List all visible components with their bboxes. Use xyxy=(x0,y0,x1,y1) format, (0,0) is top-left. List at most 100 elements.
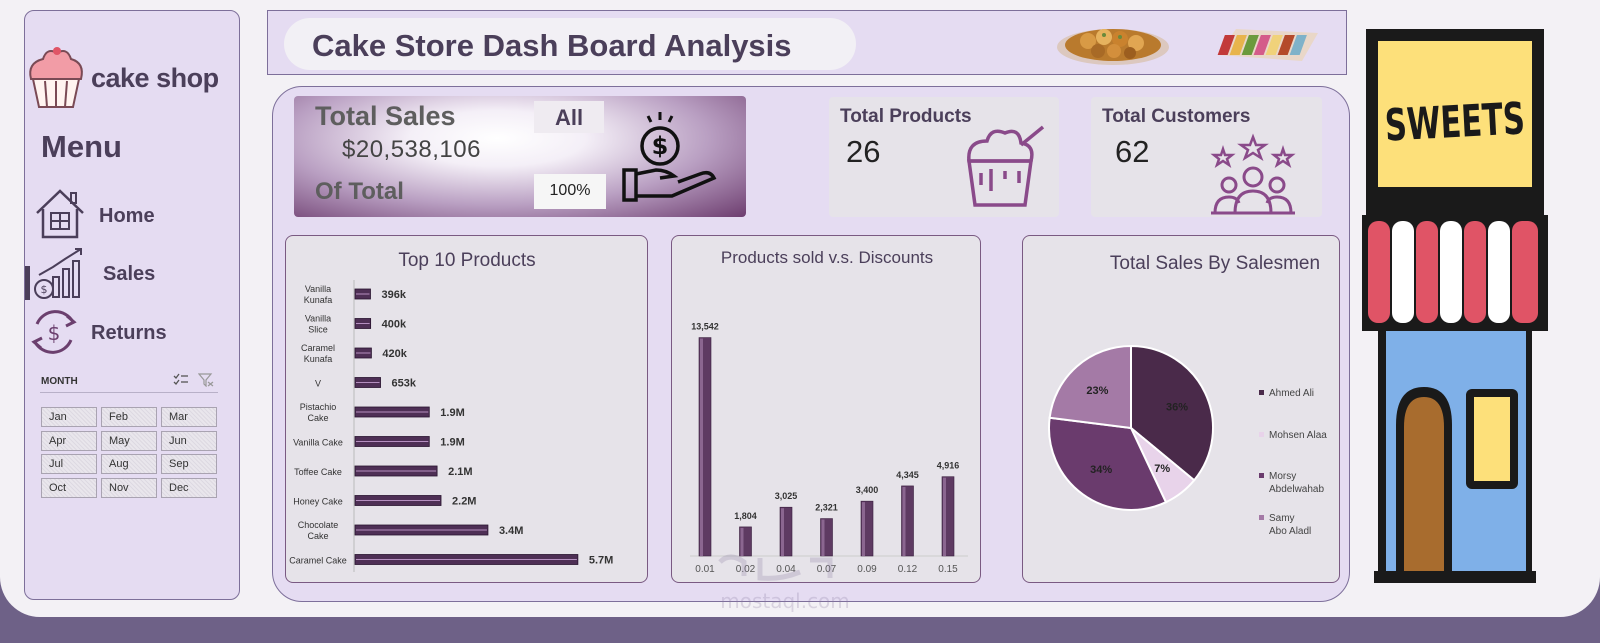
data-label: 1.9M xyxy=(440,407,464,419)
category-label: Vanilla Kunafa xyxy=(304,284,333,305)
month-button-nov[interactable]: Nov xyxy=(101,477,157,498)
salesmen-svg: Total Sales By Salesmen 36% 7% 34% 23% Ahmed … xyxy=(1048,253,1327,537)
money-hand-icon: $ xyxy=(622,112,717,202)
data-label: 4,345 xyxy=(896,470,919,480)
customers-stars-icon xyxy=(1210,133,1296,215)
month-button-may[interactable]: May xyxy=(101,430,157,451)
slice-label: 7% xyxy=(1154,463,1170,475)
month-button-dec[interactable]: Dec xyxy=(161,477,217,498)
total-customers-value: 62 xyxy=(1115,134,1150,169)
svg-text:$: $ xyxy=(652,132,669,160)
pie-slice xyxy=(1130,344,1214,482)
data-label: 3,400 xyxy=(856,485,879,495)
month-slicer: MONTH Jan Feb Mar Apr May Jun Jul Aug Sep Oct Nov D… xyxy=(40,371,218,498)
month-button-jan[interactable]: Jan xyxy=(41,407,97,427)
tick-label: 0.15 xyxy=(938,564,958,575)
slice-label: 34% xyxy=(1090,464,1112,476)
nav-label-sales: Sales xyxy=(103,263,156,285)
category-label: Pistachio Cake xyxy=(300,402,337,423)
nav-item-sales[interactable]: $ Sales xyxy=(25,245,241,301)
of-total-value: 100% xyxy=(534,174,606,209)
data-label: 420k xyxy=(382,348,407,360)
month-button-jul[interactable]: Jul xyxy=(41,454,97,474)
month-button-jun[interactable]: Jun xyxy=(161,430,217,451)
data-label: 2.2M xyxy=(452,496,476,508)
legend-swatch xyxy=(1259,390,1264,395)
brand: cake shop xyxy=(25,45,241,115)
top-products-svg: Top 10 Products Vanilla Kunafa 396k Vanilla S… xyxy=(289,250,613,572)
sign-text: SWEETS xyxy=(1384,93,1526,151)
total-sales-label: Total Sales xyxy=(315,101,456,131)
brand-title: cake shop xyxy=(91,63,219,93)
chart-title: Products sold v.s. Discounts xyxy=(721,248,933,267)
bar-shade xyxy=(821,519,825,556)
clear-filter-icon[interactable] xyxy=(198,373,214,387)
page-title: Cake Store Dash Board Analysis xyxy=(312,28,792,63)
month-button-apr[interactable]: Apr xyxy=(41,430,97,451)
header: Cake Store Dash Board Analysis xyxy=(267,10,1347,75)
legend-label: Morsy Abdelwahab xyxy=(1269,471,1324,495)
month-button-oct[interactable]: Oct xyxy=(41,477,97,498)
data-label: 400k xyxy=(382,319,407,331)
awning xyxy=(1362,215,1548,331)
salesmen-chart: Total Sales By Salesmen 36% 7% 34% 23% Ahmed … xyxy=(1022,235,1340,583)
discounts-chart: Products sold v.s. Discounts 13,542 0.01 1,… xyxy=(671,235,981,583)
slice-label: 23% xyxy=(1086,385,1108,397)
title-pill: Cake Store Dash Board Analysis xyxy=(284,18,856,70)
data-label: 3.4M xyxy=(499,525,523,537)
category-label: Caramel Cake xyxy=(289,556,347,566)
legend-swatch xyxy=(1259,432,1264,437)
legend-swatch xyxy=(1259,473,1264,478)
sweets-tray-image xyxy=(1217,29,1318,61)
nav-item-returns[interactable]: $ Returns xyxy=(25,304,241,360)
data-label: 396k xyxy=(381,289,406,301)
category-label: V xyxy=(315,379,321,389)
cupcake-icon xyxy=(29,47,83,108)
legend-label: Ahmed Ali xyxy=(1269,388,1314,399)
pie-slice xyxy=(1048,344,1132,430)
sales-filter-box[interactable]: All xyxy=(534,101,604,133)
data-label: 3,025 xyxy=(775,491,798,501)
month-button-sep[interactable]: Sep xyxy=(161,454,217,474)
bar-shade xyxy=(740,527,744,556)
total-customers-card: Total Customers 62 xyxy=(1091,97,1322,217)
top-products-chart: Top 10 Products Vanilla Kunafa 396k Vanilla S… xyxy=(285,235,648,583)
menu-title: Menu xyxy=(41,129,122,164)
tick-label: 0.04 xyxy=(776,564,796,575)
data-label: 5.7M xyxy=(589,555,613,567)
chart-title: Top 10 Products xyxy=(398,250,535,271)
svg-text:$: $ xyxy=(41,283,48,296)
legend-swatch xyxy=(1259,515,1264,520)
data-label: 2.1M xyxy=(448,466,472,478)
watermark-logo: mostaql.com xyxy=(718,554,850,612)
chart-title: Total Sales By Salesmen xyxy=(1110,253,1320,274)
data-label: 1.9M xyxy=(440,437,464,449)
total-sales-card: Total Sales $20,538,106 Of Total All 100… xyxy=(294,96,746,217)
slice-label: 36% xyxy=(1166,401,1188,413)
pie-slice xyxy=(1048,416,1168,511)
tick-label: 0.12 xyxy=(898,564,918,575)
bar-shade xyxy=(781,508,784,556)
data-label: 653k xyxy=(392,378,417,390)
data-label: 1,804 xyxy=(734,511,757,521)
category-label: Caramel Kunafa xyxy=(301,343,335,364)
nav-item-home[interactable]: Home xyxy=(25,187,241,243)
svg-text:$: $ xyxy=(48,321,61,345)
tick-label: 0.02 xyxy=(736,564,756,575)
total-customers-label: Total Customers xyxy=(1102,106,1251,127)
tick-label: 0.01 xyxy=(695,564,715,575)
discounts-svg: Products sold v.s. Discounts 13,542 0.01 1,… xyxy=(690,248,968,575)
multi-select-icon[interactable] xyxy=(173,373,189,387)
returns-icon: $ xyxy=(31,310,77,354)
slicer-divider xyxy=(40,392,218,393)
of-total-label: Of Total xyxy=(315,178,404,205)
month-button-aug[interactable]: Aug xyxy=(101,454,157,474)
category-label: Toffee Cake xyxy=(294,467,342,477)
legend-label: Samy Abo Aladl xyxy=(1269,513,1311,537)
category-label: Honey Cake xyxy=(293,497,343,507)
bar-shade xyxy=(943,477,946,556)
sweets-shop-illustration: SWEETS xyxy=(1362,29,1548,583)
month-button-feb[interactable]: Feb xyxy=(101,407,157,427)
bar-shade xyxy=(700,338,703,556)
month-button-mar[interactable]: Mar xyxy=(161,407,217,427)
